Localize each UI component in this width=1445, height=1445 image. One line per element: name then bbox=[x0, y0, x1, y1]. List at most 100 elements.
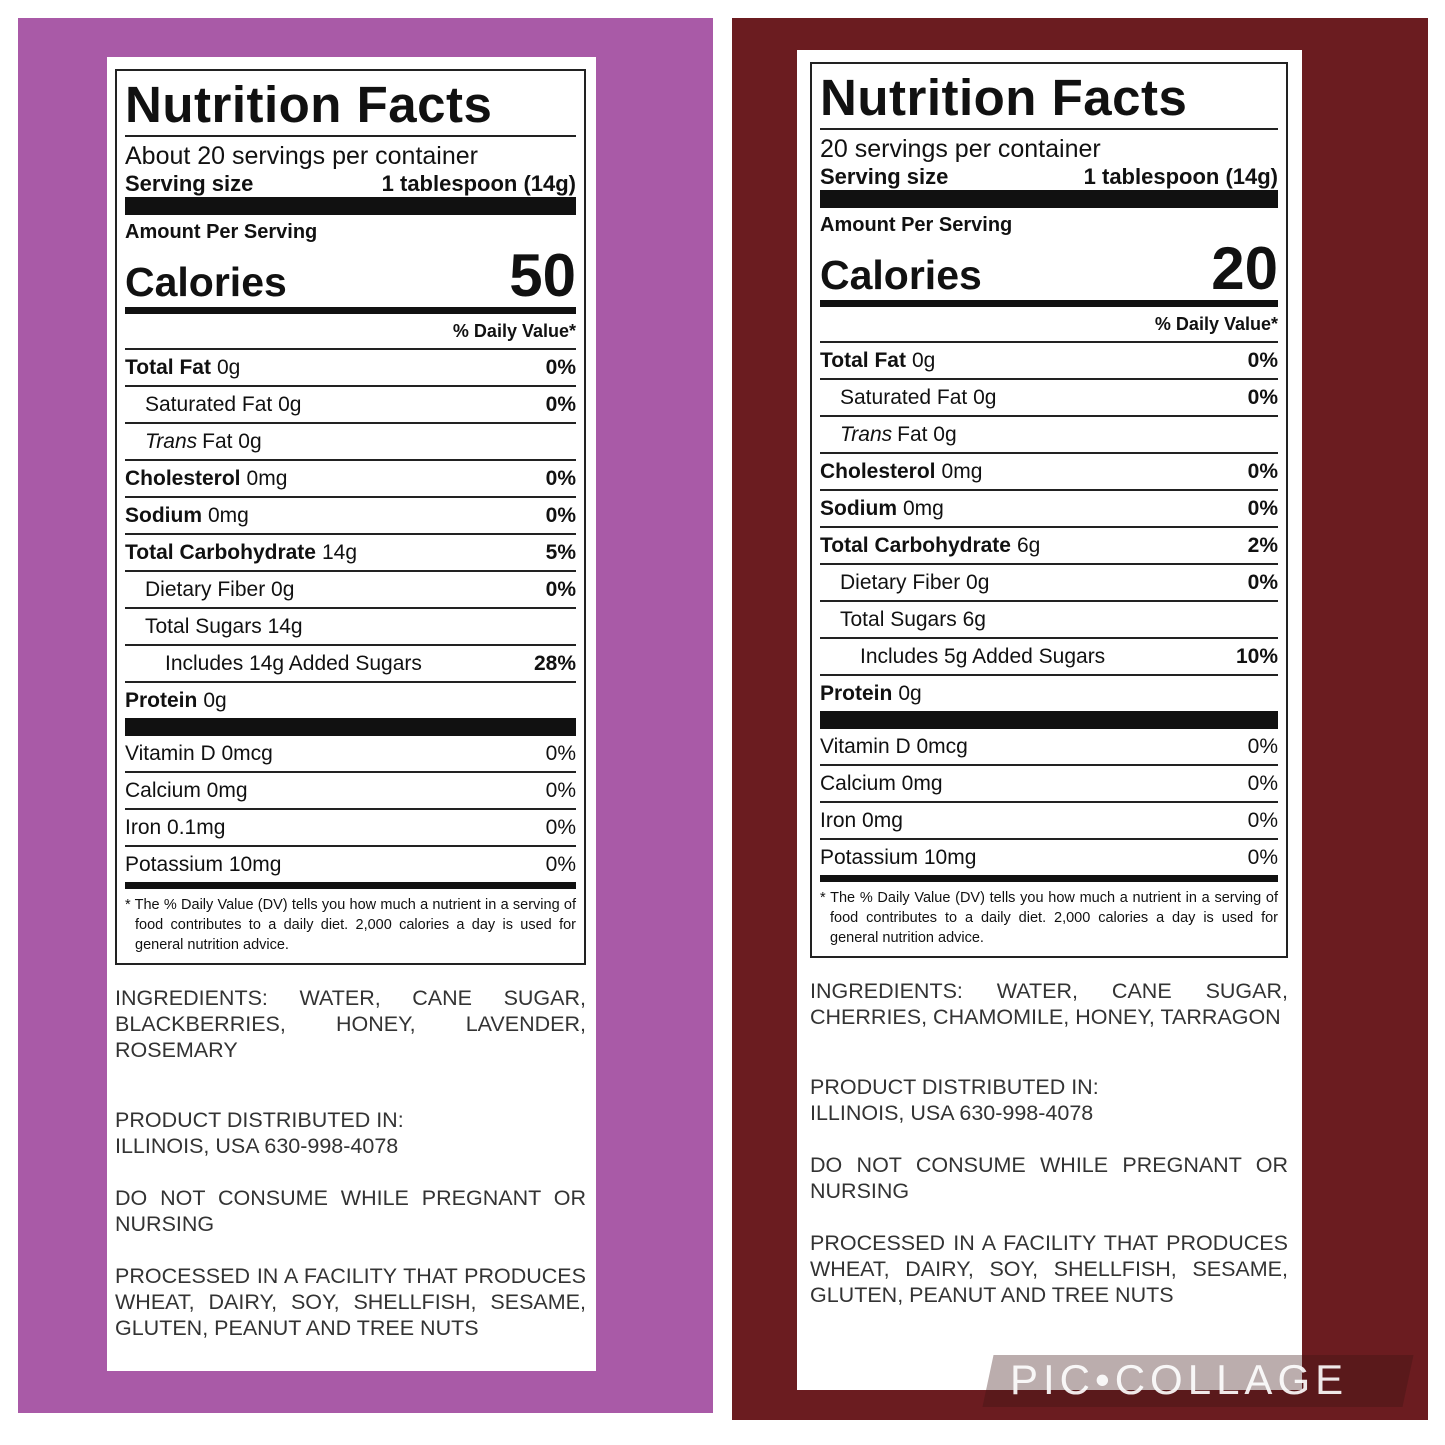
nutrient-name: Includes 14g Added Sugars bbox=[125, 652, 422, 676]
nutrient-row: Saturated Fat 0g 0% bbox=[125, 385, 576, 422]
nutrient-amount: 0g bbox=[216, 355, 241, 379]
warning: DO NOT CONSUME WHILE PREGNANT OR NURSING bbox=[115, 1186, 586, 1236]
warning: DO NOT CONSUME WHILE PREGNANT OR NURSING bbox=[810, 1153, 1288, 1203]
nutrient-name: Total Sugars 6g bbox=[820, 608, 986, 632]
title: Nutrition Facts bbox=[820, 68, 1278, 130]
nutrient-amount: 0mg bbox=[246, 466, 288, 490]
nutrient-row: Total Sugars 6g bbox=[820, 600, 1278, 637]
vitamin-name: Iron 0mg bbox=[820, 808, 903, 832]
nutrient-name: Total Carbohydrate 14g bbox=[125, 541, 357, 565]
rule bbox=[820, 875, 1278, 882]
nutrient-label: Sodium bbox=[125, 503, 202, 527]
vitamin-row: Iron 0mg 0% bbox=[820, 801, 1278, 838]
nutrient-name: Total Fat 0g bbox=[125, 356, 240, 380]
nutrient-dv: 0% bbox=[1247, 385, 1278, 409]
vitamin-row: Vitamin D 0mcg 0% bbox=[125, 736, 576, 771]
vitamin-row: Calcium 0mg 0% bbox=[820, 764, 1278, 801]
amount-per-serving: Amount Per Serving bbox=[125, 221, 318, 243]
nutrient-row: Total Carbohydrate 6g 2% bbox=[820, 526, 1278, 563]
nutrient-row: Trans Fat 0g bbox=[820, 415, 1278, 452]
nutrient-amount: 0mg bbox=[903, 496, 944, 520]
allergens: PROCESSED IN A FACILITY THAT PRODUCES WH… bbox=[115, 1264, 586, 1340]
nutrient-name: Includes 5g Added Sugars bbox=[820, 645, 1105, 669]
nutrient-label: Fat 0g bbox=[897, 422, 957, 446]
nutrient-row: Total Sugars 14g bbox=[125, 607, 576, 644]
distributed-line: ILLINOIS, USA 630-998-4078 bbox=[115, 1134, 399, 1158]
rule bbox=[125, 882, 576, 889]
nutrient-row: Includes 5g Added Sugars 10% bbox=[820, 637, 1278, 674]
vitamin-row: Potassium 10mg 0% bbox=[820, 838, 1278, 875]
daily-value-header: % Daily Value* bbox=[820, 307, 1278, 343]
nutrient-row: Cholesterol 0mg 0% bbox=[125, 459, 576, 496]
nutrient-name: Cholesterol 0mg bbox=[820, 460, 982, 484]
nutrient-row: Saturated Fat 0g 0% bbox=[820, 378, 1278, 415]
nutrient-label: Sodium bbox=[820, 496, 897, 520]
calories-label: Calories bbox=[125, 259, 287, 305]
nutrient-label: Total Carbohydrate bbox=[820, 533, 1011, 557]
nutrient-name: Sodium 0mg bbox=[820, 497, 944, 521]
nutrient-label: Total Fat bbox=[125, 355, 211, 379]
vitamin-dv: 0% bbox=[545, 741, 576, 765]
nutrient-name: Protein 0g bbox=[820, 682, 922, 706]
nutrient-label: Saturated Fat 0g bbox=[840, 385, 997, 409]
daily-value-header: % Daily Value* bbox=[125, 314, 576, 350]
rule bbox=[820, 300, 1278, 307]
servings: 20 servings per container bbox=[820, 135, 1101, 163]
nutrient-name: Total Fat 0g bbox=[820, 349, 935, 373]
nutrient-label: Total Sugars 14g bbox=[145, 614, 303, 638]
vitamin-dv: 0% bbox=[545, 815, 576, 839]
amount-per-serving: Amount Per Serving bbox=[820, 214, 1013, 236]
nutrient-dv: 28% bbox=[533, 651, 576, 675]
ingredients: INGREDIENTS: WATER, CANE SUGAR, BLACKBER… bbox=[115, 986, 586, 1062]
serving-size-value: 1 tablespoon (14g) bbox=[381, 171, 576, 196]
nutrient-dv: 0% bbox=[1247, 348, 1278, 372]
nutrient-dv: 2% bbox=[1247, 533, 1278, 557]
nutrient-name-italic: Trans bbox=[145, 429, 198, 453]
nutrient-amount: 0mg bbox=[208, 503, 249, 527]
serving-size-label: Serving size bbox=[125, 171, 254, 196]
nutrient-label: Protein bbox=[820, 681, 893, 705]
calories: Calories 20 bbox=[820, 238, 1278, 300]
nutrient-amount: 0mg bbox=[941, 459, 983, 483]
nutrient-label: Saturated Fat 0g bbox=[145, 392, 302, 416]
vitamin-name: Vitamin D 0mcg bbox=[125, 741, 273, 765]
nutrient-label: Fat 0g bbox=[202, 429, 262, 453]
distributed-line: PRODUCT DISTRIBUTED IN: bbox=[810, 1075, 1099, 1099]
nutrition-box: Nutrition Facts About 20 servings per con… bbox=[115, 69, 586, 965]
serving-size-value: 1 tablespoon (14g) bbox=[1083, 164, 1278, 189]
nutrient-label: Total Sugars 6g bbox=[840, 607, 986, 631]
nutrient-label: Total Fat bbox=[820, 348, 906, 372]
nutrient-dv: 0% bbox=[1247, 459, 1278, 483]
nutrient-amount: 0g bbox=[911, 348, 936, 372]
nutrient-label: Includes 14g Added Sugars bbox=[165, 651, 422, 675]
calories: Calories 50 bbox=[125, 245, 576, 307]
vitamin-name: Calcium 0mg bbox=[125, 778, 248, 802]
nutrient-row: Cholesterol 0mg 0% bbox=[820, 452, 1278, 489]
footnote: * The % Daily Value (DV) tells you how m… bbox=[125, 897, 576, 953]
distributed: PRODUCT DISTRIBUTED IN: ILLINOIS, USA 630… bbox=[115, 1107, 586, 1159]
nutrient-amount: 14g bbox=[321, 540, 358, 564]
vitamin-name: Vitamin D 0mcg bbox=[820, 734, 968, 758]
distributed: PRODUCT DISTRIBUTED IN: ILLINOIS, USA 630… bbox=[810, 1074, 1288, 1126]
footnote: * The % Daily Value (DV) tells you how m… bbox=[820, 890, 1278, 946]
left-panel: Nutrition Facts About 20 servings per con… bbox=[18, 18, 713, 1413]
vitamin-row: Calcium 0mg 0% bbox=[125, 771, 576, 808]
nutrient-row: Protein 0g bbox=[125, 681, 576, 718]
nutrient-label: Protein bbox=[125, 688, 198, 712]
ingredients: INGREDIENTS: WATER, CANE SUGAR, CHERRIES… bbox=[810, 979, 1288, 1029]
nutrient-name: Saturated Fat 0g bbox=[125, 393, 301, 417]
vitamin-name: Potassium 10mg bbox=[820, 845, 977, 869]
vitamin-name: Calcium 0mg bbox=[820, 771, 943, 795]
nutrient-dv: 0% bbox=[1247, 496, 1278, 520]
vitamin-name: Iron 0.1mg bbox=[125, 815, 226, 839]
nutrient-dv: 0% bbox=[545, 577, 576, 601]
nutrient-name: Dietary Fiber 0g bbox=[820, 571, 989, 595]
nutrient-label: Dietary Fiber 0g bbox=[840, 570, 990, 594]
allergens: PROCESSED IN A FACILITY THAT PRODUCES WH… bbox=[810, 1231, 1288, 1307]
nutrient-name: Saturated Fat 0g bbox=[820, 386, 996, 410]
rule bbox=[125, 307, 576, 314]
calories-value: 20 bbox=[1211, 235, 1278, 302]
rule bbox=[820, 190, 1278, 208]
nutrient-row: Trans Fat 0g bbox=[125, 422, 576, 459]
